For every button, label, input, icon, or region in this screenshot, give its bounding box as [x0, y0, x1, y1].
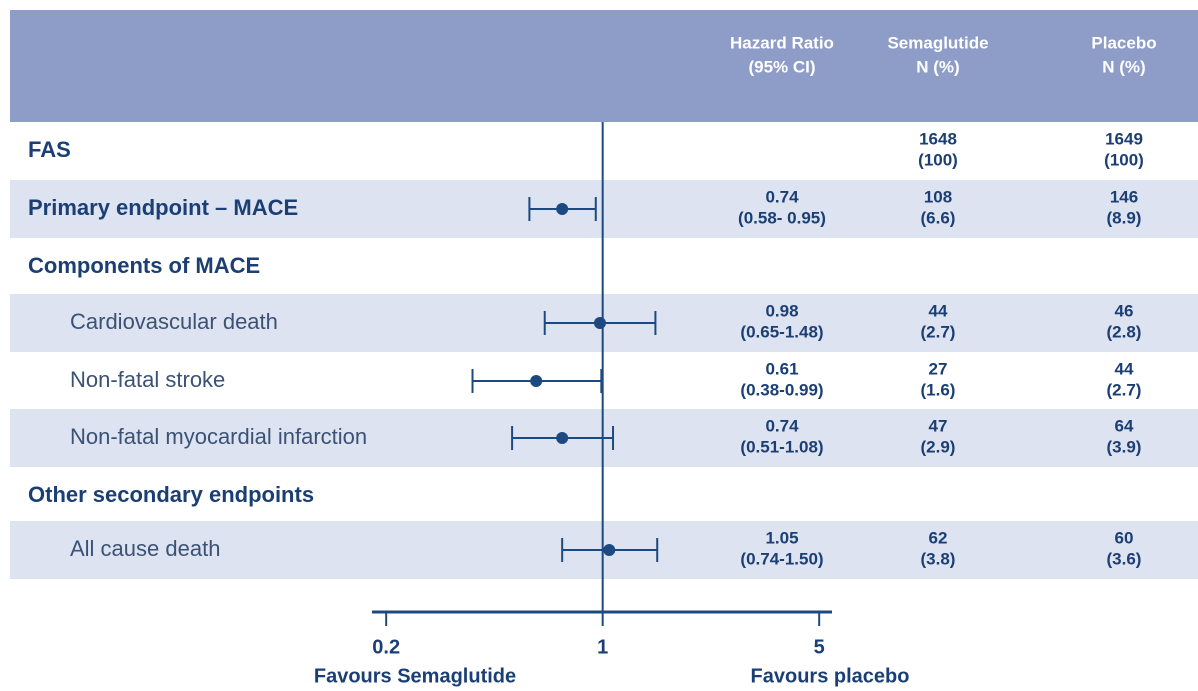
point-estimate: [556, 432, 569, 444]
table-cell: (0.65-1.48): [740, 322, 823, 341]
row-label: All cause death: [70, 536, 220, 561]
table-cell: 44: [1115, 359, 1134, 378]
point-estimate: [603, 544, 616, 556]
column-header: Semaglutide: [887, 33, 988, 52]
column-header: N (%): [1102, 57, 1145, 76]
table-cell: 108: [924, 187, 952, 206]
table-cell: 1.05: [765, 528, 798, 547]
table-cell: (2.7): [921, 322, 956, 341]
x-tick-label: 1: [597, 636, 608, 658]
row-label: FAS: [28, 137, 71, 162]
table-cell: 44: [929, 301, 948, 320]
row-label: Primary endpoint – MACE: [28, 195, 298, 220]
table-cell: (2.8): [1107, 322, 1142, 341]
table-cell: (2.9): [921, 437, 956, 456]
table-cell: 0.98: [765, 301, 798, 320]
favours-right: Favours placebo: [751, 665, 910, 687]
table-cell: (2.7): [1107, 380, 1142, 399]
table-cell: (3.9): [1107, 437, 1142, 456]
column-header: Placebo: [1091, 33, 1156, 52]
row-label: Non-fatal myocardial infarction: [70, 424, 367, 449]
point-estimate: [530, 375, 543, 387]
table-cell: 1648: [919, 129, 957, 148]
table-cell: (100): [918, 150, 958, 169]
column-header: Hazard Ratio: [730, 33, 834, 52]
table-cell: 62: [929, 528, 948, 547]
table-cell: (0.74-1.50): [740, 549, 823, 568]
row-stripe: [10, 180, 1198, 238]
row-label: Non-fatal stroke: [70, 367, 225, 392]
row-label: Other secondary endpoints: [28, 482, 314, 507]
table-cell: (100): [1104, 150, 1144, 169]
table-cell: 146: [1110, 187, 1138, 206]
table-cell: (3.6): [1107, 549, 1142, 568]
table-cell: 0.61: [765, 359, 798, 378]
table-cell: (0.58- 0.95): [738, 208, 826, 227]
table-cell: 60: [1115, 528, 1134, 547]
point-estimate: [556, 203, 569, 215]
header-band: [10, 10, 1198, 122]
column-header: N (%): [916, 57, 959, 76]
table-cell: 46: [1115, 301, 1134, 320]
table-cell: (3.8): [921, 549, 956, 568]
table-cell: 1649: [1105, 129, 1143, 148]
table-cell: 47: [929, 416, 948, 435]
row-label: Cardiovascular death: [70, 309, 278, 334]
table-cell: 27: [929, 359, 948, 378]
point-estimate: [593, 317, 606, 329]
table-cell: (0.38-0.99): [740, 380, 823, 399]
table-cell: (0.51-1.08): [740, 437, 823, 456]
column-header: (95% CI): [748, 57, 815, 76]
table-cell: 0.74: [765, 187, 799, 206]
table-cell: 0.74: [765, 416, 799, 435]
table-cell: 64: [1115, 416, 1134, 435]
x-tick-label: 0.2: [372, 636, 400, 658]
x-tick-label: 5: [814, 636, 825, 658]
table-cell: (1.6): [921, 380, 956, 399]
table-cell: (6.6): [921, 208, 956, 227]
table-cell: (8.9): [1107, 208, 1142, 227]
favours-left: Favours Semaglutide: [314, 665, 516, 687]
row-label: Components of MACE: [28, 253, 260, 278]
